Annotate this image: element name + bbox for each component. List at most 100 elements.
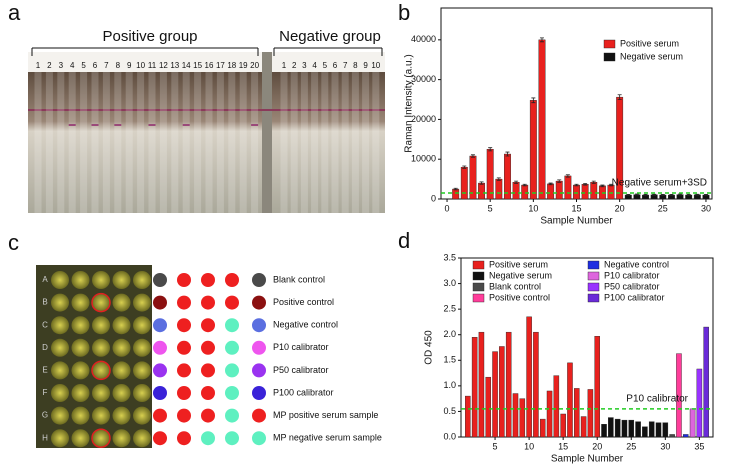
bar xyxy=(689,408,696,438)
highlight xyxy=(91,428,111,448)
well xyxy=(92,293,110,312)
pattern-dot xyxy=(177,340,191,355)
error-bar xyxy=(505,151,510,157)
y-axis-title: OD 450 xyxy=(424,330,435,365)
error-bar xyxy=(470,154,475,158)
legend-label: Negative control xyxy=(604,259,669,269)
well xyxy=(133,338,151,357)
plate-row-label: B xyxy=(42,298,47,307)
lane-number: 2 xyxy=(292,61,297,70)
error-bar xyxy=(591,180,596,184)
strip xyxy=(216,72,224,213)
bar xyxy=(574,388,580,438)
pattern-dot xyxy=(201,318,215,333)
lane-number: 3 xyxy=(302,61,307,70)
bar xyxy=(590,182,598,200)
bar xyxy=(504,153,511,200)
bar xyxy=(608,417,614,438)
photo-top xyxy=(28,52,385,72)
strip xyxy=(91,72,99,213)
strip xyxy=(171,72,179,213)
well xyxy=(71,271,90,289)
well xyxy=(71,293,90,312)
legend-swatch xyxy=(472,293,485,303)
well xyxy=(51,406,69,425)
strip xyxy=(228,72,236,213)
well xyxy=(71,384,90,402)
bar xyxy=(587,389,594,438)
error-bar xyxy=(643,194,648,197)
y-tick-label: 0.5 xyxy=(443,406,456,416)
strip xyxy=(114,72,122,213)
strip xyxy=(45,72,53,213)
y-tick-label: 1.5 xyxy=(443,355,456,365)
legend-label: Positive control xyxy=(273,297,334,307)
bar xyxy=(635,421,641,438)
bar xyxy=(452,188,460,200)
strip xyxy=(102,72,110,213)
legend-label: Negative serum xyxy=(620,51,683,61)
error-bar xyxy=(686,194,691,197)
strip xyxy=(137,72,145,213)
bar xyxy=(521,184,529,200)
bar xyxy=(553,375,560,438)
pattern-dot xyxy=(201,273,215,287)
well xyxy=(71,406,90,425)
group-title: Positive group xyxy=(102,28,197,45)
lane-number: 4 xyxy=(312,61,317,70)
bar xyxy=(519,398,526,438)
y-tick-label: 20000 xyxy=(411,114,436,124)
legend-label: Blank control xyxy=(273,274,325,284)
lane-number: 7 xyxy=(343,61,348,70)
strip xyxy=(125,72,133,213)
y-tick-label: 1.0 xyxy=(443,380,456,390)
legend-label: P50 calibrator xyxy=(604,281,660,291)
y-tick-label: 2.0 xyxy=(443,329,456,339)
strip xyxy=(159,72,167,213)
plot-frame xyxy=(460,257,714,438)
well xyxy=(92,406,110,425)
y-tick-label: 0.0 xyxy=(443,431,456,441)
strip xyxy=(80,72,88,213)
reference-label: Negative serum+3SD xyxy=(612,178,707,189)
strip xyxy=(311,72,319,213)
bar xyxy=(505,331,512,438)
bar xyxy=(669,434,675,438)
strip xyxy=(148,72,156,213)
pattern-dot xyxy=(201,431,215,446)
pattern-dot xyxy=(201,295,215,310)
panel-label: d xyxy=(398,228,410,253)
pattern-dot xyxy=(177,363,191,378)
bar xyxy=(546,390,553,438)
well xyxy=(133,271,151,289)
legend-swatch xyxy=(587,271,600,281)
plate-row-label: D xyxy=(42,343,48,352)
bar xyxy=(478,331,485,438)
strip xyxy=(321,72,329,213)
y-tick-label: 30000 xyxy=(411,74,436,84)
bar xyxy=(555,180,563,200)
error-bar xyxy=(557,179,562,183)
legend-swatch xyxy=(587,260,600,270)
error-bar xyxy=(462,165,467,169)
bar xyxy=(648,421,655,438)
pattern-dot xyxy=(225,273,239,287)
well xyxy=(51,429,69,448)
well xyxy=(51,271,69,289)
legend-label: Positive serum xyxy=(620,38,679,48)
strip xyxy=(68,72,76,213)
bar xyxy=(492,351,498,438)
legend-swatch xyxy=(472,282,485,292)
plate-row-label: C xyxy=(42,320,48,329)
well xyxy=(71,429,90,448)
well xyxy=(51,293,69,312)
bar xyxy=(621,419,628,438)
pattern-dot xyxy=(153,340,167,355)
well xyxy=(112,429,131,448)
error-bar xyxy=(514,180,519,184)
error-bar xyxy=(565,174,570,178)
x-tick-label: 15 xyxy=(558,441,568,451)
y-tick-label: 3.0 xyxy=(443,278,456,288)
y-tick-label: 3.5 xyxy=(443,252,456,262)
well xyxy=(92,338,110,357)
